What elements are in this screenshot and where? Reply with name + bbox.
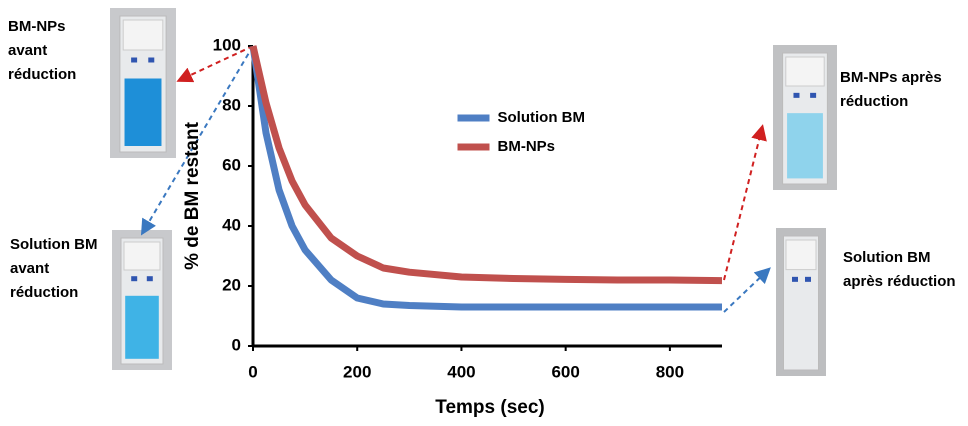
dot [131, 276, 138, 282]
x-tick-label: 0 [248, 362, 257, 381]
x-tick-label: 200 [343, 362, 371, 381]
annotation: réduction [8, 66, 76, 83]
dot [148, 57, 155, 63]
arrow [723, 267, 771, 313]
arrow [723, 124, 767, 281]
y-tick-label: 60 [222, 155, 241, 174]
annotation: Solution BM [843, 249, 930, 266]
legend-label: BM-NPs [498, 138, 556, 155]
annotation: après réduction [843, 273, 956, 290]
cuvette-images [110, 8, 837, 376]
annotation: Solution BM [10, 236, 97, 253]
y-tick-label: 80 [222, 95, 241, 114]
y-axis-label: % de BM restant [182, 121, 203, 269]
arrow [140, 45, 254, 236]
cuvette-top [122, 19, 164, 51]
annotation: réduction [840, 93, 908, 110]
annotation: BM-NPs après [840, 69, 942, 86]
legend-label: Solution BM [498, 109, 585, 126]
dot [131, 57, 138, 63]
y-tick-label: 0 [232, 335, 241, 354]
x-tick-label: 800 [656, 362, 684, 381]
x-axis-label: Temps (sec) [435, 397, 544, 418]
arrow [176, 45, 254, 83]
dot [793, 92, 800, 98]
x-tick-label: 400 [447, 362, 475, 381]
annotation: réduction [10, 284, 78, 301]
dot [810, 92, 817, 98]
dot [792, 276, 798, 282]
y-tick-label: 100 [213, 35, 241, 54]
annotation: avant [8, 42, 47, 59]
liquid [125, 295, 159, 359]
dot [805, 276, 811, 282]
cuvette-top [785, 239, 817, 271]
dot [146, 276, 153, 282]
y-tick-label: 20 [222, 275, 241, 294]
liquid [787, 113, 823, 179]
line-series [249, 45, 723, 285]
x-tick-label: 600 [551, 362, 579, 381]
liquid [124, 78, 162, 146]
annotation: avant [10, 260, 49, 277]
line-series [249, 45, 722, 311]
y-tick-label: 40 [222, 215, 241, 234]
annotation: BM-NPs [8, 18, 66, 35]
cuvette-top [785, 56, 825, 87]
cuvette-top [123, 241, 161, 271]
